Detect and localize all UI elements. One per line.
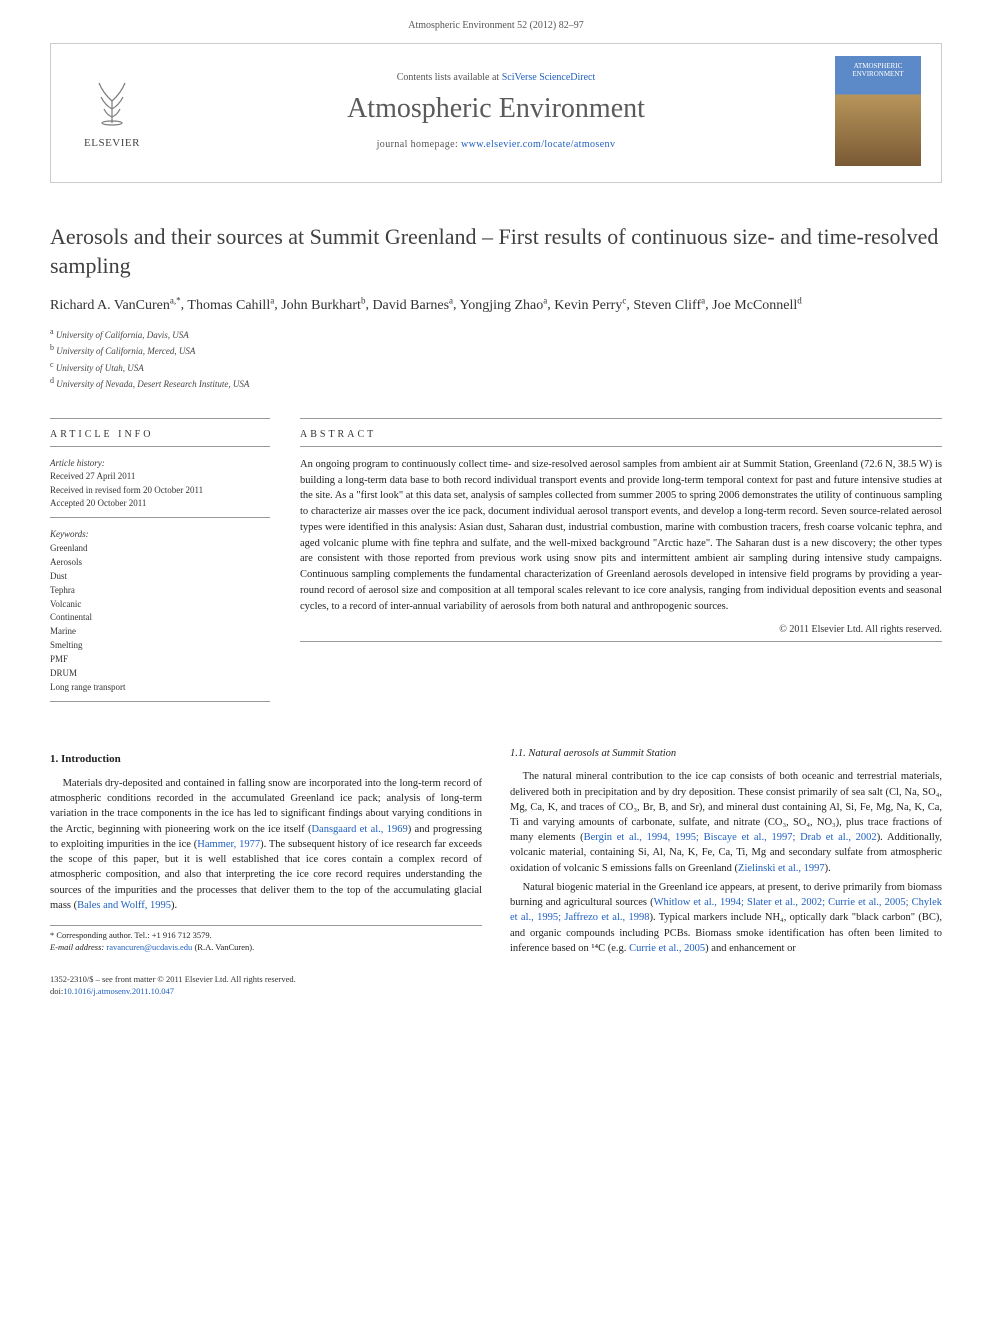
email-label: E-mail address: [50, 942, 104, 952]
abstract-copyright: © 2011 Elsevier Ltd. All rights reserved… [300, 624, 942, 635]
affiliation: c University of Utah, USA [50, 359, 942, 376]
keyword: Greenland [50, 543, 87, 553]
abstract-block: ABSTRACT An ongoing program to continuou… [300, 412, 942, 712]
keyword: Long range transport [50, 682, 125, 692]
citation-link[interactable]: Zielinski et al., 1997 [738, 863, 825, 874]
divider [300, 446, 942, 447]
citation-link[interactable]: Bales and Wolff, 1995 [77, 900, 171, 911]
author-list: Richard A. VanCurena,*, Thomas Cahilla, … [50, 294, 942, 316]
sec11-para-1: The natural mineral contribution to the … [510, 769, 942, 876]
section-heading-intro: 1. Introduction [50, 752, 482, 768]
accepted-date: Accepted 20 October 2011 [50, 498, 146, 508]
corresponding-footnote: * Corresponding author. Tel.: +1 916 712… [50, 925, 482, 954]
article-body: 1. Introduction Materials dry-deposited … [50, 746, 942, 960]
elsevier-tree-icon [85, 73, 139, 135]
citation-link[interactable]: Bergin et al., 1994, 1995; Biscaye et al… [584, 832, 877, 843]
text: ). [171, 900, 177, 911]
abstract-label: ABSTRACT [300, 429, 942, 440]
subsection-heading: 1.1. Natural aerosols at Summit Station [510, 746, 942, 761]
sec11-para-2: Natural biogenic material in the Greenla… [510, 880, 942, 956]
author: John Burkhartb [281, 298, 365, 313]
affiliation: d University of Nevada, Desert Research … [50, 375, 942, 392]
doi-label: doi: [50, 986, 63, 996]
keyword: Marine [50, 626, 76, 636]
author-email-link[interactable]: ravancuren@ucdavis.edu [106, 942, 192, 952]
history-label: Article history: [50, 458, 105, 468]
citation-link[interactable]: Hammer, 1977 [197, 839, 260, 850]
abstract-text: An ongoing program to continuously colle… [300, 457, 942, 615]
text: ). [825, 863, 831, 874]
divider [300, 418, 942, 419]
sciencedirect-link[interactable]: SciVerse ScienceDirect [502, 72, 596, 83]
publisher-logo: ELSEVIER [67, 73, 157, 149]
article-info-label: ARTICLE INFO [50, 429, 270, 440]
author: Richard A. VanCurena,* [50, 298, 181, 313]
doi-link[interactable]: 10.1016/j.atmosenv.2011.10.047 [63, 986, 174, 996]
author: Thomas Cahilla [187, 298, 274, 313]
keywords-label: Keywords: [50, 529, 89, 539]
divider [300, 641, 942, 642]
article-title: Aerosols and their sources at Summit Gre… [50, 223, 942, 280]
keyword: Aerosols [50, 557, 82, 567]
affiliation: b University of California, Merced, USA [50, 342, 942, 359]
cover-label-1: ATMOSPHERIC [854, 62, 903, 70]
keyword: Tephra [50, 585, 75, 595]
keyword: DRUM [50, 668, 77, 678]
contents-prefix: Contents lists available at [397, 72, 502, 83]
citation-link[interactable]: Currie et al., 2005 [629, 943, 705, 954]
journal-title: Atmospheric Environment [171, 93, 821, 125]
author: Joe McConnelld [712, 298, 802, 313]
running-citation: Atmospheric Environment 52 (2012) 82–97 [50, 20, 942, 31]
keyword: Dust [50, 571, 67, 581]
homepage-url[interactable]: www.elsevier.com/locate/atmosenv [461, 139, 615, 150]
affiliation: a University of California, Davis, USA [50, 326, 942, 343]
text: ) and enhancement or [705, 943, 796, 954]
article-info-block: ARTICLE INFO Article history: Received 2… [50, 412, 270, 712]
author: Kevin Perryc [554, 298, 626, 313]
header-center: Contents lists available at SciVerse Sci… [171, 72, 821, 150]
citation-link[interactable]: Dansgaard et al., 1969 [311, 824, 407, 835]
divider [50, 418, 270, 419]
affiliation-list: a University of California, Davis, USAb … [50, 326, 942, 392]
author: Steven Cliffa [633, 298, 705, 313]
keyword: PMF [50, 654, 68, 664]
journal-cover-thumb: ATMOSPHERIC ENVIRONMENT [835, 56, 921, 166]
author: David Barnesa [372, 298, 453, 313]
keywords: Greenland Aerosols Dust Tephra Volcanic Conti… [50, 543, 125, 692]
journal-header: ELSEVIER Contents lists available at Sci… [50, 43, 942, 183]
cover-label-2: ENVIRONMENT [852, 70, 903, 78]
revised-date: Received in revised form 20 October 2011 [50, 485, 203, 495]
front-matter: 1352-2310/$ – see front matter © 2011 El… [50, 974, 942, 986]
corresponding-author: * Corresponding author. Tel.: +1 916 712… [50, 930, 482, 942]
divider [50, 446, 270, 447]
footer-block: 1352-2310/$ – see front matter © 2011 El… [50, 974, 942, 998]
author: Yongjing Zhaoa [460, 298, 548, 313]
keyword: Continental [50, 612, 92, 622]
divider [50, 701, 270, 702]
received-date: Received 27 April 2011 [50, 471, 135, 481]
journal-homepage: journal homepage: www.elsevier.com/locat… [171, 139, 821, 150]
divider [50, 517, 270, 518]
intro-para-1: Materials dry-deposited and contained in… [50, 776, 482, 913]
homepage-prefix: journal homepage: [377, 139, 461, 150]
email-suffix: (R.A. VanCuren). [194, 942, 254, 952]
publisher-name: ELSEVIER [84, 137, 140, 149]
keyword: Smelting [50, 640, 83, 650]
keyword: Volcanic [50, 599, 81, 609]
contents-available: Contents lists available at SciVerse Sci… [171, 72, 821, 83]
